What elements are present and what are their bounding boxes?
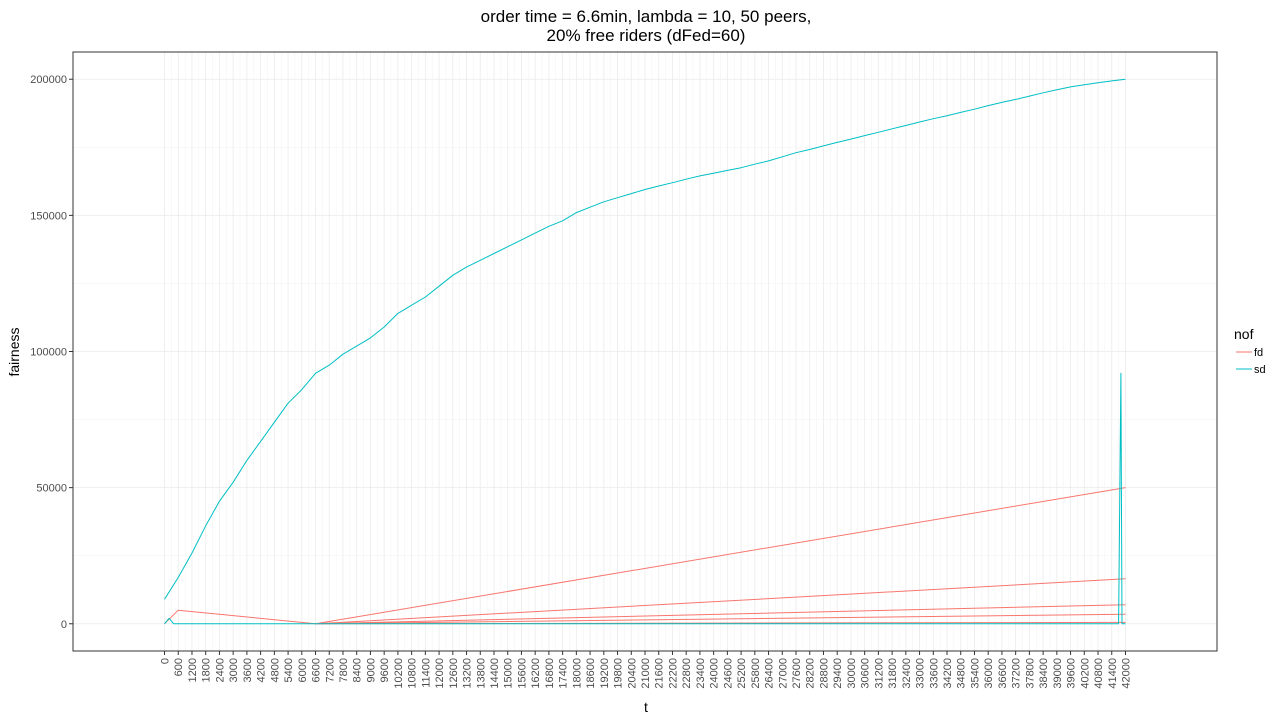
series-line-fd-0 — [164, 487, 1126, 625]
x-tick-label: 10800 — [407, 658, 419, 689]
x-tick-label: 30600 — [860, 658, 872, 689]
x-tick-label: 28200 — [805, 658, 817, 689]
x-tick-label: 0 — [160, 658, 172, 664]
x-tick-label: 39000 — [1052, 658, 1064, 689]
x-tick-label: 23400 — [695, 658, 707, 689]
x-tick-label: 21000 — [640, 658, 652, 689]
x-tick-label: 25800 — [750, 658, 762, 689]
x-tick-label: 28800 — [818, 658, 830, 689]
x-tick-label: 27600 — [791, 658, 803, 689]
x-tick-label: 27000 — [777, 658, 789, 689]
x-tick-label: 18600 — [585, 658, 597, 689]
legend-label-sd: sd — [1254, 364, 1266, 376]
legend-label-fd: fd — [1254, 347, 1263, 359]
x-tick-label: 5400 — [283, 658, 295, 682]
x-tick-label: 35400 — [969, 658, 981, 689]
y-axis-title: fairness — [6, 327, 22, 376]
x-tick-label: 9600 — [379, 658, 391, 682]
x-tick-label: 3000 — [228, 658, 240, 682]
legend-title: nof — [1234, 326, 1254, 342]
x-tick-label: 4200 — [256, 658, 268, 682]
x-tick-label: 9000 — [365, 658, 377, 682]
y-tick-label: 150000 — [30, 210, 67, 222]
x-tick-label: 3600 — [242, 658, 254, 682]
x-tick-label: 38400 — [1038, 658, 1050, 689]
y-tick-label: 0 — [61, 619, 67, 631]
x-tick-label: 11400 — [420, 658, 432, 688]
x-tick-label: 37800 — [1024, 658, 1036, 689]
x-axis: 0 600 1200 1800 2400 3000 3600 4200 4800 5400 6000… — [160, 651, 1132, 689]
x-tick-label: 24600 — [722, 658, 734, 689]
x-tick-label: 4800 — [269, 658, 281, 682]
x-tick-label: 20400 — [626, 658, 638, 689]
x-tick-label: 40800 — [1093, 658, 1105, 689]
y-tick-label: 50000 — [36, 483, 67, 495]
x-tick-label: 29400 — [832, 658, 844, 689]
chart-title-line-1: order time = 6.6min, lambda = 10, 50 pee… — [481, 7, 812, 26]
x-tick-label: 33600 — [928, 658, 940, 689]
x-tick-label: 1800 — [201, 658, 213, 682]
x-tick-label: 10200 — [393, 658, 405, 689]
x-tick-label: 31800 — [887, 658, 899, 689]
x-tick-label: 18000 — [571, 658, 583, 689]
x-tick-label: 13200 — [462, 658, 474, 689]
x-tick-label: 19200 — [599, 658, 611, 689]
x-tick-label: 34800 — [956, 658, 968, 689]
x-tick-label: 40200 — [1079, 658, 1091, 689]
y-tick-label: 200000 — [30, 74, 67, 86]
x-tick-label: 15600 — [516, 658, 528, 689]
x-tick-label: 7200 — [324, 658, 336, 682]
x-tick-label: 32400 — [901, 658, 913, 689]
x-tick-label: 33000 — [915, 658, 927, 689]
x-tick-label: 12600 — [448, 658, 460, 689]
x-tick-label: 2400 — [214, 658, 226, 682]
x-tick-label: 19800 — [613, 658, 625, 689]
x-tick-label: 42000 — [1120, 658, 1132, 689]
x-tick-label: 17400 — [558, 658, 570, 689]
x-tick-label: 22200 — [667, 658, 679, 689]
series-line-fd-1 — [315, 578, 1126, 625]
x-tick-label: 13800 — [475, 658, 487, 689]
x-tick-label: 6600 — [311, 658, 323, 682]
x-tick-label: 14400 — [489, 658, 501, 689]
x-tick-label: 15000 — [503, 658, 515, 689]
x-tick-label: 16200 — [530, 658, 542, 689]
x-tick-label: 36000 — [983, 658, 995, 689]
y-axis: 0 50000 100000 150000 200000 — [30, 74, 73, 631]
series-line-fd-3 — [315, 613, 1126, 625]
x-tick-label: 6000 — [297, 658, 309, 682]
series-line-fd-2 — [315, 604, 1126, 625]
chart-title-line-2: 20% free riders (dFed=60) — [547, 26, 746, 45]
x-tick-label: 24000 — [709, 658, 721, 689]
x-tick-label: 600 — [173, 658, 185, 676]
x-tick-label: 12000 — [434, 658, 446, 689]
series-line-sd-0 — [164, 78, 1126, 600]
x-tick-label: 41400 — [1107, 658, 1119, 689]
x-tick-label: 7800 — [338, 658, 350, 682]
series-lines — [164, 78, 1126, 625]
x-tick-label: 37200 — [1011, 658, 1023, 689]
x-tick-label: 16800 — [544, 658, 556, 689]
x-axis-title: t — [644, 699, 648, 715]
x-tick-label: 8400 — [352, 658, 364, 682]
x-tick-label: 34200 — [942, 658, 954, 689]
legend: nof fd sd — [1234, 326, 1266, 376]
x-tick-label: 1200 — [187, 658, 199, 682]
series-line-sd-1 — [164, 372, 1126, 625]
x-tick-label: 39600 — [1066, 658, 1078, 689]
x-tick-label: 31200 — [873, 658, 885, 689]
x-tick-label: 26400 — [764, 658, 776, 689]
x-tick-label: 21600 — [654, 658, 666, 689]
x-tick-label: 36600 — [997, 658, 1009, 689]
x-tick-label: 30000 — [846, 658, 858, 689]
y-tick-label: 100000 — [30, 347, 67, 359]
x-tick-label: 22800 — [681, 658, 693, 689]
x-tick-label: 25200 — [736, 658, 748, 689]
